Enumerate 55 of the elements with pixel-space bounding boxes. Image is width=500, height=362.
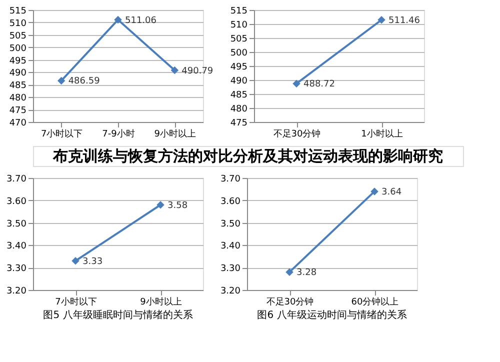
- data-label: 3.28: [296, 268, 317, 278]
- x-tick-label: 不足30分钟: [273, 128, 321, 140]
- y-tick-label: 510: [230, 20, 248, 30]
- y-tick-label: 3.70: [6, 174, 27, 184]
- y-tick-label: 3.30: [220, 264, 241, 274]
- x-tick-label: 7小时以下: [55, 296, 97, 308]
- y-tick-label: 495: [9, 56, 26, 66]
- x-tick-label: 1小时以上: [361, 128, 403, 140]
- y-tick-label: 505: [230, 34, 248, 44]
- data-label: 3.33: [82, 256, 103, 267]
- data-label: 488.72: [304, 80, 335, 90]
- data-label: 490.79: [182, 66, 214, 76]
- y-tick-label: 510: [9, 18, 27, 29]
- y-tick-label: 3.30: [6, 264, 27, 274]
- y-tick-label: 515: [9, 6, 26, 16]
- y-tick-label: 3.40: [220, 242, 241, 252]
- y-tick-label: 485: [230, 90, 248, 100]
- y-tick-label: 3.60: [220, 196, 241, 207]
- y-tick-label: 490: [230, 76, 248, 86]
- x-tick-label: 7小时以下: [40, 128, 83, 140]
- data-label: 511.06: [125, 16, 157, 26]
- y-tick-label: 470: [9, 118, 27, 128]
- caption: 图5 八年级睡眠时间与情绪的关系: [43, 309, 193, 321]
- y-tick-label: 3.50: [6, 219, 27, 230]
- y-tick-label: 3.20: [6, 286, 27, 296]
- y-tick-label: 3.70: [220, 174, 241, 184]
- y-tick-label: 505: [9, 31, 26, 42]
- point: [170, 66, 179, 74]
- data-label: 3.64: [382, 187, 402, 198]
- y-tick-label: 485: [9, 81, 26, 92]
- y-tick-label: 3.40: [6, 242, 27, 252]
- data-label: 3.58: [168, 200, 188, 211]
- text: 布克训练与恢复方法的对比分析及其对运动表现的影响研究: [52, 147, 443, 165]
- x-tick-label: 60分钟以上: [351, 296, 399, 308]
- data-label: 486.59: [68, 76, 100, 87]
- y-tick-label: 3.20: [220, 286, 241, 296]
- x-tick-label: 9小时以上: [140, 296, 182, 308]
- y-tick-label: 500: [230, 48, 248, 58]
- y-tick-label: 490: [9, 68, 27, 79]
- y-tick-label: 475: [230, 118, 248, 128]
- y-tick-label: 475: [9, 106, 26, 116]
- point: [114, 16, 122, 24]
- y-tick-label: 3.50: [220, 219, 241, 230]
- x-tick-label: 9小时以上: [154, 128, 196, 140]
- y-tick-label: 515: [230, 6, 248, 16]
- y-tick-label: 495: [230, 62, 248, 72]
- y-tick-label: 480: [230, 104, 248, 114]
- point: [57, 76, 66, 85]
- x-tick-label: 不足30分钟: [266, 296, 314, 308]
- x-tick-label: 7-9小时: [102, 128, 135, 140]
- y-tick-label: 500: [9, 44, 27, 54]
- y-tick-label: 480: [9, 94, 27, 104]
- caption: 图6 八年级运动时间与情绪的关系: [257, 309, 407, 321]
- y-tick-label: 3.60: [6, 196, 27, 207]
- data-label: 511.46: [388, 16, 420, 26]
